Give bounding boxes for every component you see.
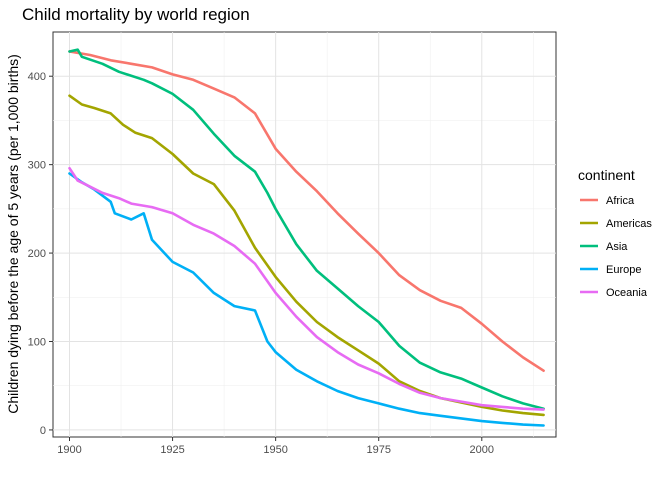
legend-label-africa: Africa (606, 195, 635, 207)
x-axis: 1900 1925 1950 1975 2000 (57, 437, 494, 456)
series-line-oceania (68, 166, 545, 411)
chart-title: Child mortality by world region (22, 5, 250, 24)
series-line-asia (68, 48, 545, 410)
series-lines (68, 48, 545, 427)
x-tick-label: 1975 (366, 444, 390, 456)
x-tick-label: 1900 (57, 444, 81, 456)
legend: Africa Americas Asia Europe Oceania (580, 195, 652, 299)
x-tick-label: 1925 (160, 444, 184, 456)
legend-label-americas: Americas (606, 218, 652, 230)
y-axis-title: Children dying before the age of 5 years… (5, 54, 21, 414)
x-tick-label: 2000 (470, 444, 494, 456)
legend-title: continent (578, 167, 635, 183)
legend-label-oceania: Oceania (606, 287, 648, 299)
y-tick-label: 100 (28, 336, 46, 348)
legend-label-asia: Asia (606, 241, 628, 253)
x-tick-label: 1950 (263, 444, 287, 456)
y-axis: 0 100 200 300 400 (28, 71, 53, 437)
series-line-africa (68, 50, 545, 372)
y-tick-label: 300 (28, 160, 46, 172)
y-tick-label: 200 (28, 248, 46, 260)
series-line-europe (68, 172, 545, 427)
y-tick-label: 400 (28, 71, 46, 83)
plot-panel (52, 31, 557, 438)
y-tick-label: 0 (40, 425, 46, 437)
minor-gridlines (53, 32, 556, 437)
legend-label-europe: Europe (606, 264, 641, 276)
